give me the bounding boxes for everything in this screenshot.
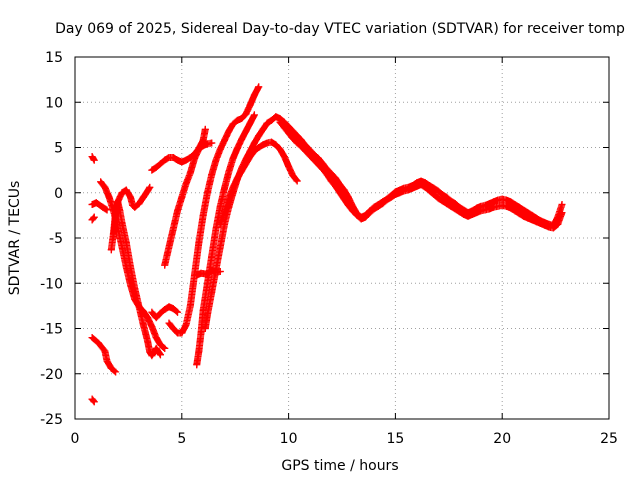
series-track-l: [161, 139, 216, 269]
x-tick-label: 25: [600, 431, 618, 447]
chart-title: Day 069 of 2025, Sidereal Day-to-day VTE…: [55, 21, 625, 37]
series-trace: [88, 153, 98, 164]
series-track-h: [107, 198, 164, 360]
series-trace: [276, 118, 566, 232]
series-track-b: [88, 334, 120, 376]
series-track-q: [276, 118, 566, 232]
series-track-k: [165, 83, 263, 337]
y-tick-label: -5: [49, 231, 63, 247]
series-track-e: [88, 199, 111, 214]
series-track-a: [88, 153, 98, 164]
series-trace: [148, 303, 182, 322]
y-tick-label: -15: [40, 322, 63, 338]
series-trace: [88, 395, 98, 406]
y-axis-label: SDTVAR / TECUs: [7, 181, 23, 296]
series-trace: [193, 111, 258, 369]
series-track-i: [148, 303, 182, 322]
series-trace: [88, 199, 111, 214]
y-tick-label: -20: [40, 367, 63, 383]
grid: [75, 57, 609, 419]
y-tick-label: 10: [45, 95, 63, 111]
y-tick-label: 15: [45, 50, 63, 66]
axis-ticks: 0 5 10 15 20 25 15 10 5 0 -5 -10 -15 -20 -25: [40, 50, 618, 447]
data-marks: [88, 83, 566, 406]
series-trace: [88, 334, 120, 376]
series-track-d: [88, 213, 98, 224]
series-track-p: [216, 138, 301, 228]
x-tick-label: 15: [386, 431, 404, 447]
x-tick-label: 10: [280, 431, 298, 447]
x-tick-label: 20: [493, 431, 511, 447]
series-trace: [216, 138, 301, 228]
y-tick-label: 0: [54, 186, 63, 202]
series-trace: [165, 83, 263, 337]
series-trace: [88, 213, 98, 224]
y-tick-label: -25: [40, 412, 63, 428]
series-track-m: [193, 111, 258, 369]
y-tick-label: -10: [40, 276, 63, 292]
series-trace: [161, 139, 216, 269]
series-track-c: [88, 395, 98, 406]
x-tick-label: 5: [177, 431, 186, 447]
x-tick-label: 0: [71, 431, 80, 447]
series-trace: [107, 198, 164, 360]
y-tick-label: 5: [54, 141, 63, 157]
x-axis-label: GPS time / hours: [281, 458, 398, 474]
